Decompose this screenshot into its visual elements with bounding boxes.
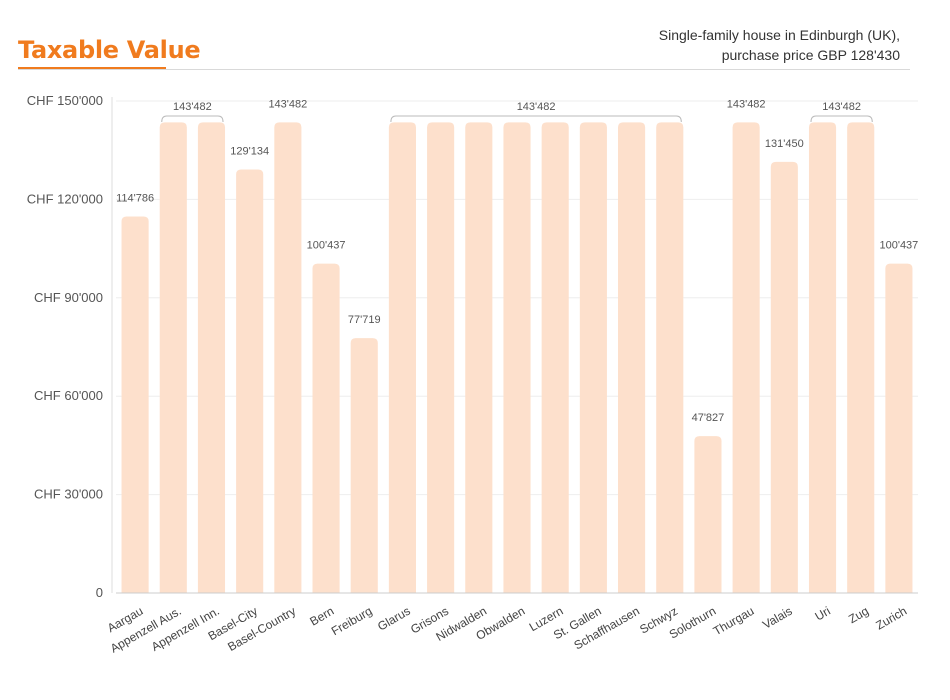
data-label: 143'482 (822, 101, 861, 113)
y-axis: 0 CHF 30'000 CHF 60'000 CHF 90'000 CHF 120'0… (27, 93, 113, 600)
value-brackets (161, 115, 873, 123)
data-label: 100'437 (879, 240, 918, 252)
bar (579, 122, 607, 594)
data-label: 143'482 (517, 101, 556, 113)
y-tick-label: CHF 60'000 (34, 388, 103, 403)
data-label: 131'450 (765, 138, 804, 150)
value-bracket (390, 115, 682, 123)
value-bracket (161, 115, 224, 123)
page-title: Taxable Value (18, 36, 201, 64)
title-underline (18, 67, 166, 70)
category-label: Zurich (873, 604, 909, 633)
subtitle-line-1: Single-family house in Edinburgh (UK), (658, 27, 900, 43)
data-label: 47'827 (692, 412, 725, 424)
bar (808, 122, 837, 594)
category-label: Valais (760, 604, 795, 632)
y-tick-label: CHF 150'000 (27, 93, 103, 108)
chart-subtitle: Single-family house in Edinburgh (UK), p… (659, 25, 900, 65)
data-label: 129'134 (230, 145, 269, 157)
chart-header: Taxable Value Single-family house in Edi… (0, 0, 950, 80)
bar (656, 122, 684, 594)
bar (274, 122, 302, 594)
bar (732, 122, 760, 594)
bar (121, 216, 149, 593)
category-label: Thurgau (711, 604, 757, 638)
bar (350, 338, 378, 593)
data-label: 100'437 (307, 240, 346, 252)
bar (770, 161, 798, 593)
bar (541, 122, 569, 594)
y-tick-label: CHF 120'000 (27, 191, 103, 206)
bar (427, 122, 455, 594)
data-label: 143'482 (727, 98, 766, 110)
bar (503, 122, 531, 594)
category-label: Zug (846, 604, 871, 626)
bar (847, 122, 875, 594)
subtitle-line-2: purchase price GBP 128'430 (721, 47, 900, 63)
bar (465, 122, 493, 594)
data-labels: 114'786 143'482 129'134 143'482 100'437 77'71… (116, 98, 918, 424)
bar (694, 436, 722, 593)
category-label: Uri (813, 604, 833, 624)
bar (159, 122, 187, 594)
data-label: 77'719 (348, 314, 381, 326)
header-divider (18, 69, 910, 70)
bars (121, 122, 913, 594)
bar (618, 122, 646, 594)
category-label: Freiburg (329, 604, 375, 638)
y-tick-label: CHF 90'000 (34, 290, 103, 305)
bar (236, 169, 264, 593)
bar (312, 263, 340, 593)
category-label: Glarus (375, 604, 413, 634)
y-tick-label: CHF 30'000 (34, 487, 103, 502)
data-label: 143'482 (268, 98, 307, 110)
bar (885, 263, 913, 593)
data-label: 143'482 (173, 101, 212, 113)
y-tick-label: 0 (96, 585, 103, 600)
value-bracket (810, 115, 873, 123)
data-label: 114'786 (116, 193, 154, 205)
bar (197, 122, 226, 594)
bar (388, 122, 416, 594)
